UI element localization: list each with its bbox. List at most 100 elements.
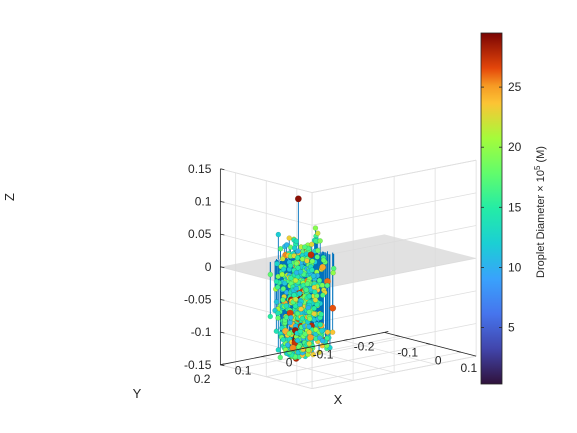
x-tick-label: 0 [435,353,442,367]
data-point [303,287,310,293]
data-point [315,247,321,254]
data-point [304,258,310,264]
z-tick-label: 0.1 [195,194,212,208]
data-point [275,231,282,238]
z-tick-mark [220,299,225,301]
grid-line [312,323,477,357]
data-point [315,230,321,236]
data-point [317,238,323,244]
data-point [280,256,286,262]
z-tick-mark [220,233,225,236]
grid-line [261,356,354,381]
box-edge [220,168,313,193]
y-tick-label: 0 [286,356,293,370]
data-point [292,296,299,303]
data-point [319,263,327,271]
data-point [286,330,293,337]
grid-line [312,290,477,324]
colorbar-label-exponent: 5 [533,165,542,170]
data-point [273,328,280,334]
data-point [314,302,320,308]
z-tick-label: 0.05 [188,227,212,241]
data-point [288,314,294,321]
data-point [273,278,280,285]
data-point [267,313,273,320]
data-point [286,235,292,241]
grid-line [220,201,313,226]
z-tick-mark [220,331,225,334]
data-point [314,254,320,260]
y-axis-line [220,332,385,366]
data-point [275,315,281,321]
x-tick-label: 0.1 [460,361,477,375]
z-tick-mark [220,168,225,171]
y-tick-label: 0.2 [194,372,211,386]
data-point [289,344,297,352]
data-point [294,195,302,203]
colorbar-tick-label: 10 [508,260,522,274]
data-point [312,297,319,303]
data-point [316,349,322,356]
x-tick-mark [426,342,431,345]
data-point [277,354,283,361]
data-point [280,286,287,292]
data-point [273,299,280,305]
data-point [292,303,299,309]
data-point [299,315,306,322]
y-tick-mark [384,331,389,333]
data-point [311,305,317,312]
data-point [275,273,281,280]
data-point [324,282,330,289]
colorbar-tick-label: 15 [508,200,522,214]
colorbar-label-text: Droplet Diameter × 10 [535,170,547,278]
data-point [283,303,290,309]
data-point [311,284,318,291]
data-point [309,267,315,273]
data-point [316,277,323,284]
data-point [313,326,319,333]
data-point [306,340,312,347]
x-tick-mark [395,334,400,337]
data-point [307,251,315,259]
data-point [277,246,284,252]
data-point [306,293,313,300]
data-point [307,316,313,322]
data-point [287,262,294,269]
y-tick-mark [343,339,348,341]
data-point [280,297,286,303]
colorbar-tick-label: 5 [508,321,515,335]
data-point [310,273,317,279]
y-tick-mark [261,355,266,358]
data-point [309,258,316,264]
data-point [295,265,301,271]
data-point [319,282,326,289]
data-point [307,334,314,341]
colorbar-tick-label: 20 [508,140,522,154]
data-point [297,301,303,308]
data-point [312,225,319,231]
data-point [306,323,312,330]
data-point [275,347,282,353]
data-point [301,244,308,250]
y-tick-mark [302,347,307,350]
colorbar-label: Droplet Diameter × 105 (M) [533,146,547,278]
data-point [329,304,337,312]
z-tick-mark [220,266,225,269]
x-axis-label: X [334,392,343,407]
data-point [294,337,301,344]
z-tick-label: 0.15 [188,162,212,176]
data-point [294,255,301,261]
data-point [320,257,327,263]
data-point [293,238,300,244]
z-tick-label: -0.15 [184,358,212,372]
data-point [293,260,300,267]
data-point [311,311,317,317]
data-point [298,306,304,312]
data-point [279,271,285,278]
data-point [329,329,336,335]
z-tick-label: -0.05 [184,292,212,306]
data-point [294,310,301,317]
data-point [274,261,280,267]
